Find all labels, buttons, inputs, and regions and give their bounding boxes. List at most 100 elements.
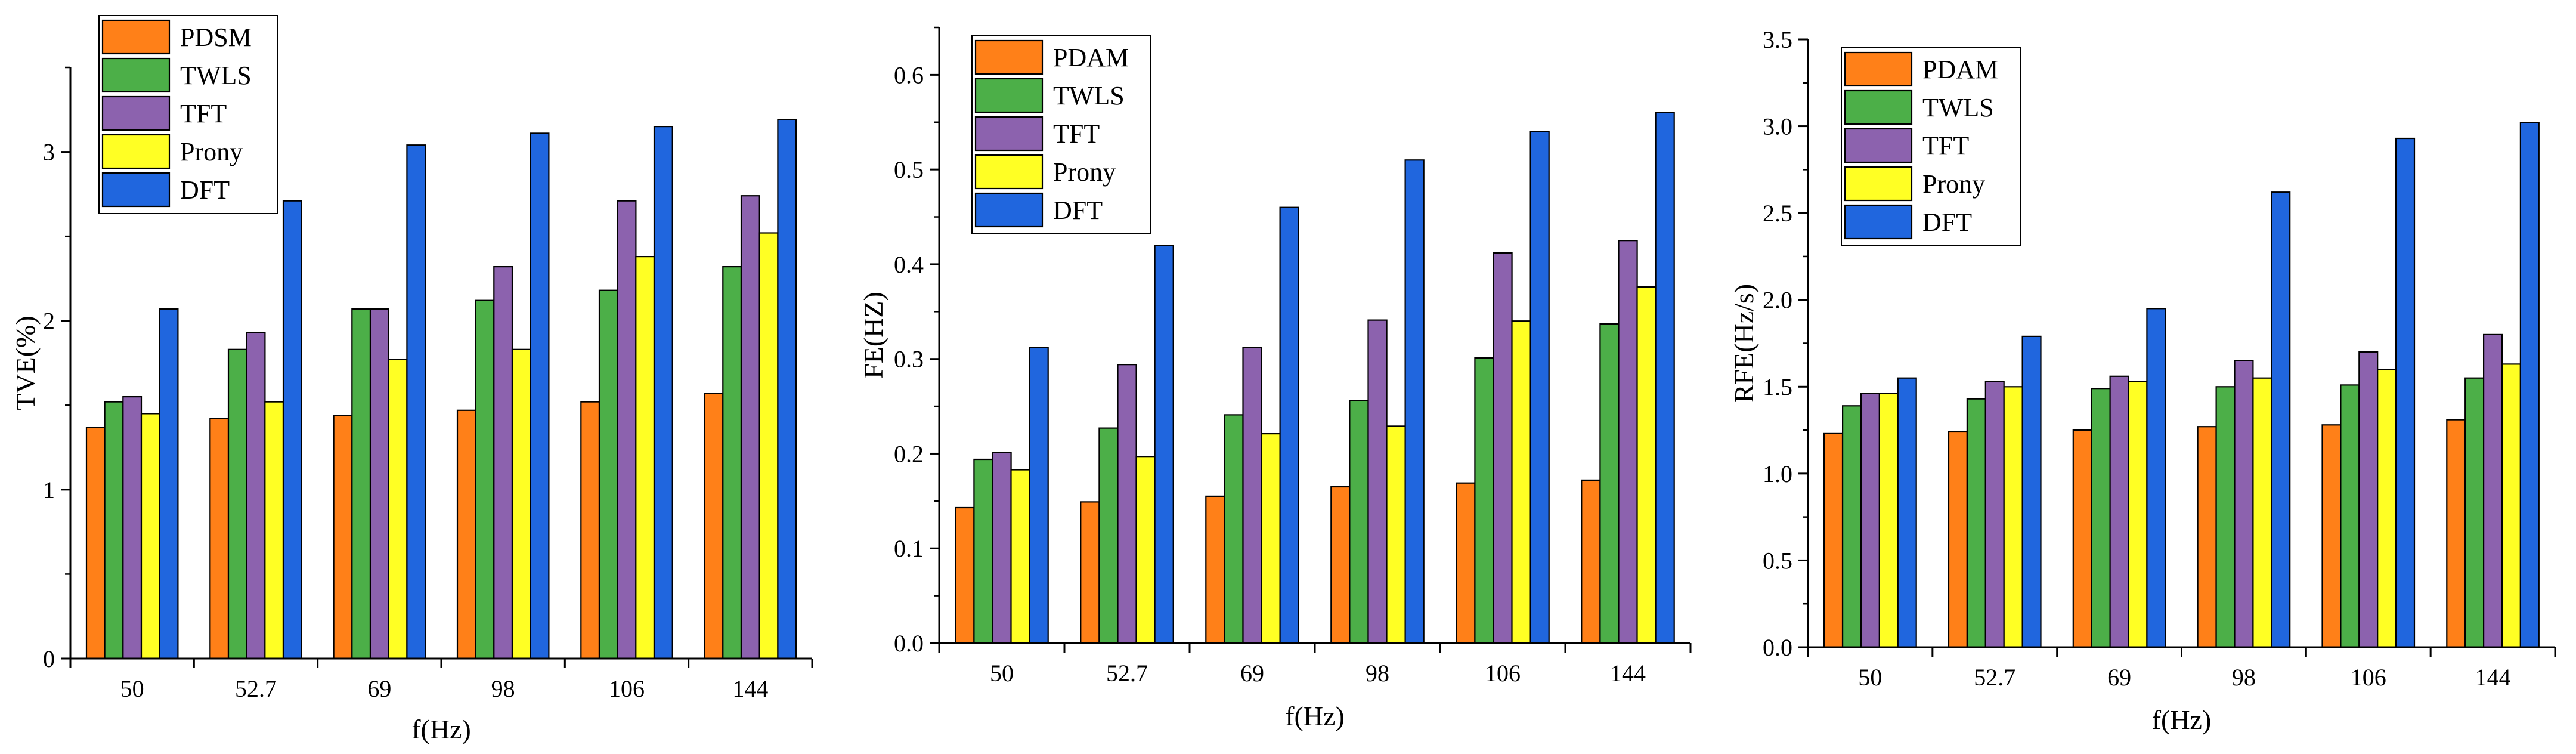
chart-fe: 0.0 0.1 0.2 0.3 0.4 0.5 0.6 50 52.7 69 98 106 144 FE… <box>858 26 1692 731</box>
rfe-bar-prony-106 <box>2377 369 2397 648</box>
tve-bar-dft-50 <box>159 308 179 660</box>
fe-legend-label-prony: Prony <box>1053 157 1116 187</box>
rfe-bar-twls-50 <box>1842 405 1862 648</box>
rfe-bar-dft-69 <box>2146 308 2166 648</box>
tve-bar-prony-98 <box>511 348 531 660</box>
fe-bar-tft-144 <box>1618 240 1638 644</box>
fe-x-tick-label-50: 50 <box>990 660 1014 687</box>
tve-bar-tft-144 <box>740 195 760 660</box>
tve-bar-tft-98 <box>493 266 513 660</box>
fe-legend-label-pdam: PDAM <box>1053 43 1129 72</box>
fe-y-tick-label: 0.1 <box>894 535 924 562</box>
rfe-legend-swatch-tft <box>1844 128 1913 163</box>
fe-x-tick-label-106: 106 <box>1485 660 1521 687</box>
tve-y-tick-label: 3 <box>43 139 55 166</box>
tve-bar-tft-52.7 <box>246 332 266 660</box>
tve-legend-label-prony: Prony <box>180 137 243 166</box>
tve-legend-swatch-prony <box>101 134 171 169</box>
rfe-y-tick-label: 0.5 <box>1763 547 1792 574</box>
rfe-bar-prony-98 <box>2252 377 2272 648</box>
fe-bar-pdam-50 <box>955 506 975 644</box>
rfe-x-axis-label: f(Hz) <box>2152 704 2212 735</box>
fe-legend-label-dft: DFT <box>1053 196 1103 225</box>
rfe-legend-swatch-pdam <box>1844 51 1913 87</box>
tve-x-tick-label-144: 144 <box>732 675 768 702</box>
fe-bar-twls-69 <box>1224 414 1244 644</box>
rfe-y-tick-label: 0.0 <box>1763 634 1792 661</box>
rfe-bar-pdam-52.7 <box>1948 431 1968 648</box>
rfe-y-tick-label: 1.5 <box>1763 373 1792 400</box>
rfe-bar-prony-69 <box>2128 381 2148 648</box>
tve-y-tick-label: 2 <box>43 308 55 335</box>
rfe-bar-twls-106 <box>2340 384 2360 648</box>
fe-bar-pdam-98 <box>1330 486 1351 644</box>
fe-legend-label-twls: TWLS <box>1053 81 1125 110</box>
fe-bar-pdam-69 <box>1205 495 1225 644</box>
tve-x-axis-label: f(Hz) <box>411 714 471 744</box>
tve-bar-pdsm-144 <box>704 393 724 660</box>
fe-legend-swatch-prony <box>974 154 1044 190</box>
tve-legend-swatch-pdsm <box>101 19 171 55</box>
rfe-bar-tft-50 <box>1860 393 1880 648</box>
rfe-legend-label-pdam: PDAM <box>1922 55 1998 84</box>
rfe-bar-twls-52.7 <box>1966 398 1986 648</box>
fe-bar-twls-98 <box>1349 400 1369 644</box>
fe-x-axis-label: f(Hz) <box>1285 701 1345 731</box>
rfe-x-tick-label-52.7: 52.7 <box>1974 664 2015 691</box>
rfe-x-tick-label-144: 144 <box>2475 664 2511 691</box>
fe-y-tick-label: 0.3 <box>894 346 924 373</box>
rfe-bar-dft-144 <box>2519 122 2540 648</box>
rfe-y-tick-label: 2.0 <box>1763 287 1792 314</box>
rfe-bar-dft-50 <box>1897 377 1917 648</box>
chart-tve: 0 1 2 3 50 52.7 69 98 106 144 TVE(%) f(Hz) PDSM TW… <box>10 15 813 744</box>
chart-rfe: 0.0 0.5 1.0 1.5 2.0 2.5 3.0 3.5 50 52.7 69 98 106 144… <box>1729 26 2556 735</box>
tve-bar-prony-144 <box>758 232 779 660</box>
tve-bar-dft-69 <box>406 144 426 660</box>
rfe-bar-pdam-106 <box>2321 424 2342 648</box>
tve-bar-dft-144 <box>777 119 797 660</box>
tve-legend-label-twls: TWLS <box>180 61 252 90</box>
tve-y-tick-label: 1 <box>43 477 55 503</box>
rfe-x-tick-label-50: 50 <box>1858 664 1882 691</box>
rfe-bar-pdam-144 <box>2446 419 2466 648</box>
tve-legend-swatch-dft <box>101 172 171 208</box>
fe-bar-tft-50 <box>992 452 1012 644</box>
tve-bar-prony-52.7 <box>264 401 284 660</box>
tve-bar-twls-98 <box>475 299 495 660</box>
fe-bar-tft-106 <box>1493 252 1513 644</box>
rfe-legend-label-prony: Prony <box>1922 169 1985 199</box>
rfe-legend-label-twls: TWLS <box>1922 93 1994 122</box>
tve-x-tick-label-106: 106 <box>609 675 645 702</box>
tve-bar-dft-52.7 <box>282 200 302 660</box>
fe-y-tick-label: 0.5 <box>894 156 924 183</box>
rfe-legend-swatch-prony <box>1844 166 1913 202</box>
fe-y-tick-label: 0.6 <box>894 61 924 88</box>
fe-bar-prony-50 <box>1010 469 1030 644</box>
fe-bar-dft-52.7 <box>1154 245 1174 644</box>
rfe-bar-pdam-69 <box>2072 429 2092 648</box>
tve-x-tick-label-52.7: 52.7 <box>235 675 277 702</box>
rfe-legend-swatch-dft <box>1844 204 1913 240</box>
tve-legend-label-dft: DFT <box>180 175 230 205</box>
tve-bar-pdsm-69 <box>333 415 353 660</box>
rfe-legend-label-tft: TFT <box>1922 131 1969 160</box>
rfe-x-tick-label-69: 69 <box>2107 664 2131 691</box>
rfe-bar-dft-52.7 <box>2021 335 2042 648</box>
fe-bar-dft-69 <box>1279 206 1299 644</box>
tve-bar-tft-106 <box>617 200 637 660</box>
fe-legend-label-tft: TFT <box>1053 119 1100 149</box>
fe-bar-dft-50 <box>1029 347 1049 644</box>
tve-bar-twls-69 <box>351 308 371 660</box>
rfe-y-tick-label: 2.5 <box>1763 200 1792 227</box>
rfe-bar-tft-69 <box>2109 375 2129 648</box>
fe-bar-dft-106 <box>1530 131 1550 644</box>
tve-legend-swatch-tft <box>101 95 171 131</box>
fe-bar-tft-98 <box>1367 319 1388 644</box>
fe-bar-prony-144 <box>1636 286 1657 644</box>
fe-y-tick-label: 0.4 <box>894 251 924 278</box>
rfe-bar-twls-69 <box>2091 388 2111 648</box>
tve-bar-pdsm-98 <box>456 409 476 660</box>
fe-x-tick-label-52.7: 52.7 <box>1106 660 1148 687</box>
fe-bar-prony-69 <box>1261 432 1281 644</box>
fe-y-tick-label: 0.0 <box>894 630 924 657</box>
